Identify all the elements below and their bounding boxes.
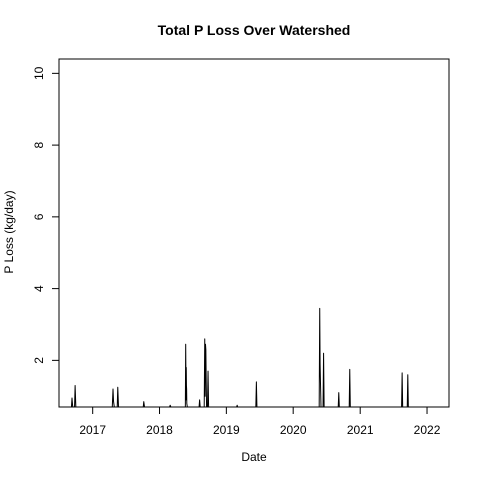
x-tick-label: 2022	[414, 423, 441, 437]
y-tick-label: 6	[32, 213, 46, 220]
y-tick-label: 10	[32, 66, 46, 80]
x-axis-label: Date	[241, 450, 267, 464]
y-tick-label: 2	[32, 357, 46, 364]
x-tick-label: 2020	[280, 423, 307, 437]
y-axis: 2 4 6 8 10	[32, 66, 60, 364]
x-tick-label: 2021	[347, 423, 374, 437]
y-tick-label: 4	[32, 285, 46, 292]
y-tick-label: 8	[32, 141, 46, 148]
series-layer	[59, 307, 433, 408]
y-axis-label: P Loss (kg/day)	[2, 190, 16, 273]
x-tick-label: 2018	[146, 423, 173, 437]
series-line	[59, 307, 433, 408]
chart-title: Total P Loss Over Watershed	[158, 22, 351, 38]
x-tick-label: 2017	[79, 423, 106, 437]
x-tick-label: 2019	[213, 423, 240, 437]
